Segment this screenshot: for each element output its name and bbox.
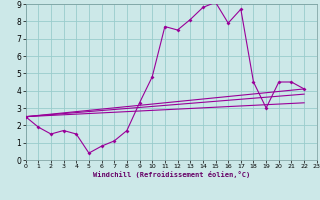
X-axis label: Windchill (Refroidissement éolien,°C): Windchill (Refroidissement éolien,°C) bbox=[92, 171, 250, 178]
